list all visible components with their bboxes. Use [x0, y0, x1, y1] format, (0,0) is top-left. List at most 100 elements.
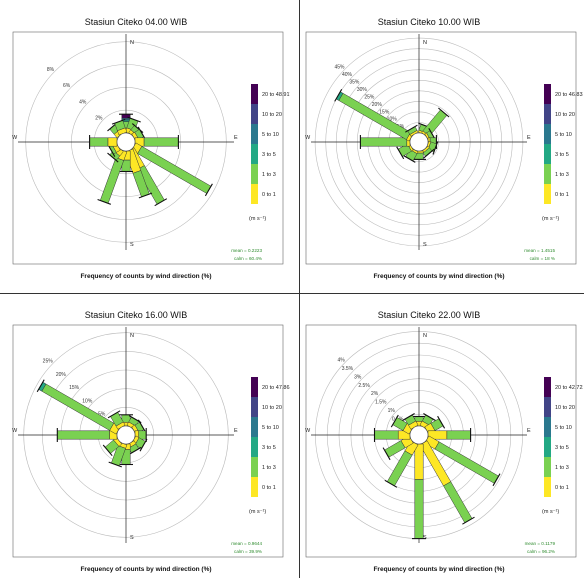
legend-label: 3 to 5: [555, 152, 569, 158]
legend-swatch: [251, 184, 258, 204]
compass-e: E: [234, 135, 238, 141]
legend-swatch: [544, 417, 551, 437]
ring-label: 2%: [371, 391, 379, 397]
petal-end-tick: [396, 146, 405, 160]
x-axis-label: Frequency of counts by wind direction (%…: [373, 566, 504, 573]
legend-swatch: [544, 124, 551, 144]
legend-label: 20 to 46.833: [555, 92, 583, 98]
petal-segment: [57, 430, 110, 440]
legend-label: 0 to 1: [262, 485, 276, 491]
stats-text: calm = 18 %: [530, 256, 555, 261]
x-axis-label: Frequency of counts by wind direction (%…: [80, 566, 211, 573]
compass-w: W: [305, 428, 311, 434]
petal-end-tick: [137, 419, 146, 433]
compass-s: S: [423, 242, 427, 248]
petal-end-tick: [384, 479, 398, 488]
legend-swatch: [251, 144, 258, 164]
windrose-panel-1000: Stasiun Citeko 10.00 WIB5%10%15%20%25%30…: [303, 12, 583, 287]
compass-w: W: [305, 135, 311, 141]
legend-swatch: [251, 377, 258, 397]
legend-swatch: [251, 457, 258, 477]
compass-e: E: [234, 428, 238, 434]
petal-segment: [414, 416, 424, 422]
plot-frame: [305, 31, 577, 265]
petal-segment: [89, 137, 109, 147]
legend-label: 5 to 10: [262, 425, 279, 431]
legend-label: 0 to 1: [555, 192, 569, 198]
legend-swatch: [544, 104, 551, 124]
stats-text: calm = 60.4%: [234, 256, 262, 261]
legend-label: 1 to 3: [262, 465, 276, 471]
petal-end-tick: [423, 148, 435, 159]
legend-swatch: [251, 397, 258, 417]
ring-label: 1.5%: [375, 400, 387, 406]
legend-units: (m s⁻¹): [249, 216, 266, 222]
compass-n: N: [423, 40, 427, 46]
petal-end-tick: [492, 473, 501, 487]
petal-segment: [446, 430, 471, 440]
compass-s: S: [130, 242, 134, 248]
legend-label: 0 to 1: [555, 485, 569, 491]
chart-title: Stasiun Citeko 10.00 WIB: [378, 17, 481, 27]
compass-w: W: [12, 428, 18, 434]
petal-segment: [107, 137, 118, 147]
ring-label: 20%: [56, 372, 67, 378]
legend-label: 20 to 47.861: [262, 385, 290, 391]
legend-swatch: [251, 477, 258, 497]
petal-end-tick: [36, 379, 45, 393]
legend-swatch: [544, 164, 551, 184]
legend-swatch: [544, 437, 551, 457]
x-axis-label: Frequency of counts by wind direction (%…: [373, 273, 504, 280]
petal-end-tick: [390, 414, 399, 428]
stats-text: mean = 0.2223: [231, 248, 262, 253]
compass-n: N: [130, 333, 134, 339]
petal-end-tick: [128, 446, 142, 455]
petal-end-tick: [437, 415, 446, 429]
compass-n: N: [423, 333, 427, 339]
ring-label: 40%: [342, 72, 353, 78]
petal-end-tick: [382, 447, 391, 461]
legend-label: 20 to 42.722: [555, 385, 583, 391]
petal-end-tick: [138, 192, 153, 199]
stats-text: mean = 0.9644: [231, 541, 262, 546]
plot-frame: [12, 324, 284, 558]
petal-end-tick: [108, 461, 122, 468]
legend-label: 10 to 20: [555, 405, 575, 411]
legend-swatch: [544, 477, 551, 497]
petal-segment: [360, 137, 408, 147]
legend-label: 10 to 20: [555, 112, 575, 118]
plot-background: [303, 12, 583, 287]
petal-end-tick: [137, 126, 146, 140]
chart-title: Stasiun Citeko 22.00 WIB: [378, 310, 481, 320]
windrose-panel-1600: Stasiun Citeko 16.00 WIB 5% 10% 15% 20% 25% N E…: [10, 305, 290, 580]
legend-swatch: [544, 377, 551, 397]
calm-circle: [409, 132, 429, 152]
legend-units: (m s⁻¹): [542, 509, 559, 515]
ring-label: 10%: [387, 117, 398, 123]
ring-label: 35%: [349, 79, 360, 85]
compass-e: E: [527, 428, 531, 434]
ring-label: 4%: [79, 99, 87, 105]
legend-label: 1 to 3: [555, 172, 569, 178]
petal-end-tick: [334, 89, 343, 102]
stats-text: calm = 39.9%: [234, 549, 262, 554]
plot-background: [10, 12, 290, 287]
petal-end-tick: [462, 516, 475, 525]
plot-background: [10, 305, 290, 580]
ring-label: 45%: [334, 65, 345, 71]
legend-label: 1 to 3: [262, 172, 276, 178]
petal-segment: [143, 137, 179, 147]
ring-label: 15%: [69, 385, 80, 391]
plot-frame: [305, 324, 577, 558]
plot-background: [303, 305, 583, 580]
panel-divider-horizontal: [0, 293, 584, 294]
x-axis-label: Frequency of counts by wind direction (%…: [80, 273, 211, 280]
windrose-svg: Stasiun Citeko 10.00 WIB5%10%15%20%25%30…: [303, 12, 583, 287]
ring-label: 5%: [98, 411, 106, 417]
windrose-panel-2200: Stasiun Citeko 22.00 WIB0.5%1%1.5%2%2.5%…: [303, 305, 583, 580]
legend-label: 10 to 20: [262, 112, 282, 118]
compass-s: S: [423, 535, 427, 541]
compass-s: S: [130, 535, 134, 541]
petal-segment: [374, 430, 399, 440]
legend-label: 3 to 5: [262, 445, 276, 451]
